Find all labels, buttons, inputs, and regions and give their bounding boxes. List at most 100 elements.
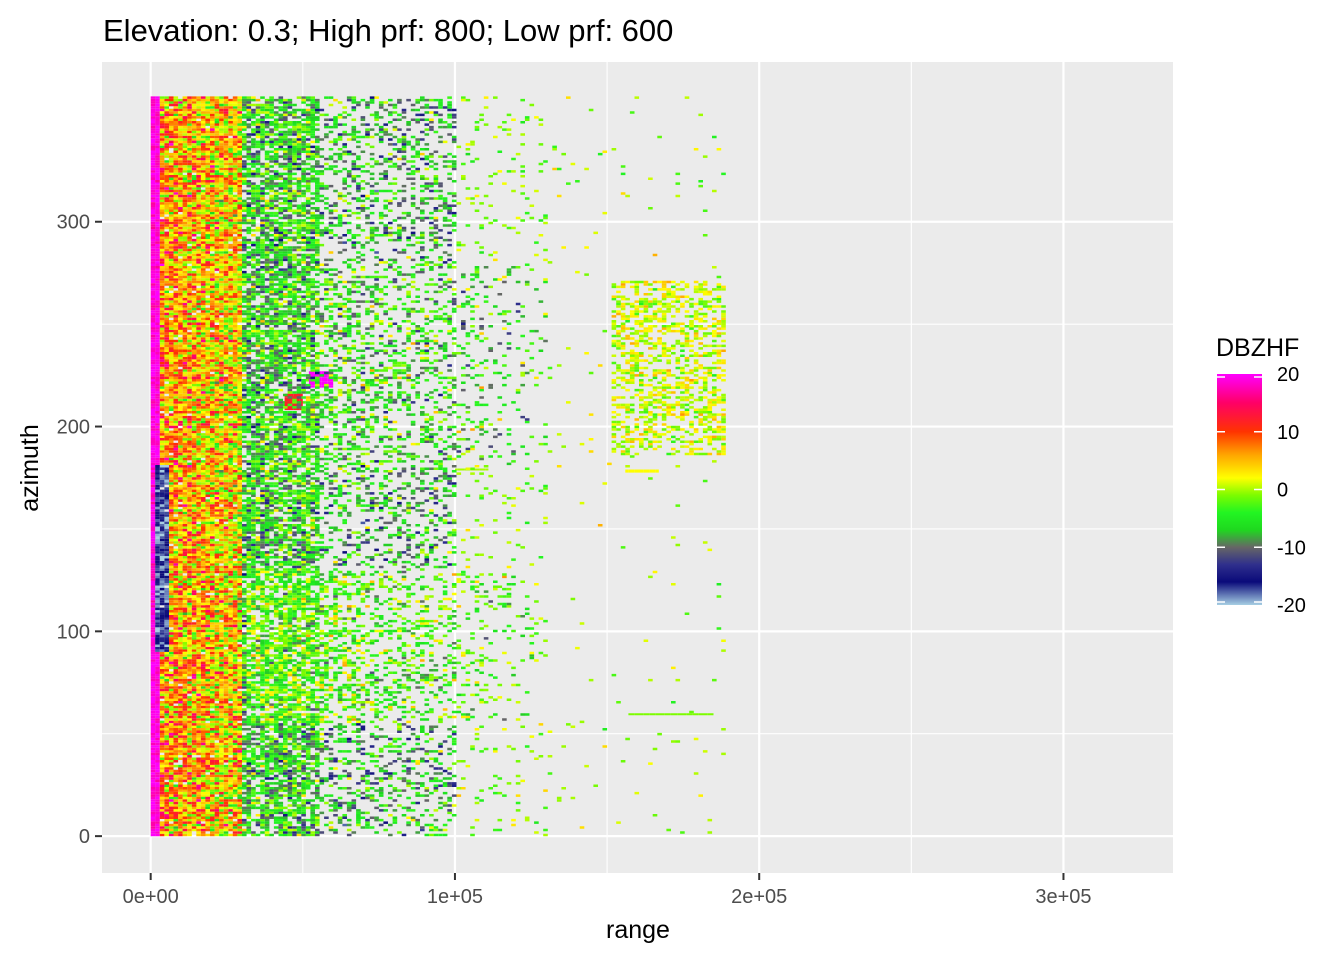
y-tick-label: 0	[79, 826, 90, 848]
heatmap-cell-group	[433, 342, 439, 345]
heatmap-cell-group	[260, 642, 265, 645]
heatmap-cell-group	[164, 472, 169, 475]
heatmap-cell-group	[191, 285, 197, 289]
heatmap-cell-group	[182, 108, 539, 837]
heatmap-cell-group	[273, 516, 279, 520]
heatmap-cell-group	[205, 226, 210, 230]
heatmap-cell-group	[356, 165, 361, 168]
legend-tick-label: -20	[1277, 595, 1306, 617]
heatmap-cell-group	[246, 774, 252, 778]
heatmap-cell-group	[223, 526, 229, 529]
heatmap-cell-group	[173, 148, 640, 780]
x-tick-label: 0e+00	[123, 886, 179, 908]
heatmap-cell-group	[155, 615, 160, 618]
heatmap-cell-group	[164, 514, 169, 534]
heatmap-cell-group	[164, 578, 169, 581]
heatmap-cell-group	[210, 536, 215, 539]
heatmap-cell-group	[164, 528, 169, 532]
heatmap-cell-group	[210, 180, 215, 183]
heatmap-cell-group	[164, 619, 169, 623]
heatmap-cell-group	[242, 573, 247, 576]
heatmap-cell-group	[210, 762, 215, 765]
heatmap-cell-group	[273, 325, 279, 328]
heatmap-cell-group	[210, 278, 215, 281]
heatmap-cell-group	[260, 634, 265, 638]
heatmap-cell-group	[155, 474, 160, 478]
heatmap-cell-group	[159, 551, 165, 554]
heatmap-cell-group	[164, 121, 703, 810]
heatmap-cell-group	[374, 189, 379, 193]
heatmap-cell-group	[182, 98, 224, 112]
heatmap-cell-group	[178, 231, 183, 235]
heatmap-cell-group	[159, 597, 165, 601]
legend: DBZHF 20 10 0 -10 -20	[1216, 334, 1306, 617]
heatmap-cell-group	[310, 622, 315, 625]
legend-tick-label: -10	[1277, 537, 1306, 559]
heatmap-cell-group	[196, 398, 201, 402]
heatmap-cell-group	[164, 607, 169, 611]
heatmap-cell-group	[150, 275, 160, 731]
heatmap-cell-group	[164, 118, 726, 829]
heatmap-cell-group	[159, 531, 165, 534]
heatmap-cell-group	[159, 649, 165, 652]
heatmap-cell-group	[164, 506, 169, 510]
heatmap-cell-group	[150, 826, 156, 829]
heatmap-cell-group	[150, 128, 160, 424]
heatmap-cell-group	[159, 474, 165, 478]
x-tick-label: 1e+05	[427, 886, 483, 908]
heatmap-cell-group	[155, 649, 160, 652]
heatmap-cell-group	[155, 597, 160, 601]
heatmap-cell-group	[182, 116, 188, 119]
heatmap-cell-group	[159, 504, 169, 527]
heatmap-cell-group	[164, 624, 169, 628]
heatmap-cell-group	[187, 96, 676, 837]
heatmap-cell-group	[150, 563, 156, 566]
heatmap-cell-group	[159, 634, 165, 638]
heatmap-cell-group	[164, 592, 169, 596]
heatmap-cell-group	[159, 590, 165, 593]
legend-title: DBZHF	[1216, 334, 1299, 362]
heatmap-cell-group	[155, 612, 160, 615]
heatmap-cell-group	[155, 484, 165, 606]
x-tick-label: 2e+05	[731, 886, 787, 908]
heatmap-cell-group	[155, 587, 160, 591]
heatmap-cell-group	[164, 504, 169, 507]
heatmap-cell-group	[159, 595, 165, 598]
heatmap-cell-group	[205, 610, 210, 613]
heatmap-cell-group	[155, 624, 160, 628]
heatmap-cell-group	[159, 627, 165, 630]
heatmap-cell-group	[159, 415, 165, 419]
heatmap-cell-group	[159, 524, 165, 527]
heatmap-cell-group	[255, 799, 261, 802]
heatmap-cell-group	[200, 339, 206, 343]
heatmap-cell-group	[159, 563, 165, 579]
heatmap-cell-group	[155, 497, 160, 500]
heatmap-cell-group	[447, 521, 452, 525]
heatmap-cell-group	[191, 234, 197, 237]
axis-ticks: 0e+00 1e+05 2e+05 3e+05 0 100 200 300	[57, 212, 1092, 908]
heatmap-cell-group	[150, 187, 160, 834]
heatmap-cell-group	[155, 575, 165, 586]
heatmap-cell-group	[159, 546, 165, 549]
legend-tick-label: 10	[1277, 422, 1299, 444]
heatmap-cell-group	[232, 135, 238, 139]
heatmap-cell-group	[378, 334, 384, 338]
heatmap-cell-group	[159, 565, 165, 569]
heatmap-cell-group	[159, 492, 165, 495]
heatmap-cell-group	[155, 632, 160, 635]
heatmap-cell-group	[315, 708, 320, 711]
heatmap-cell-group	[155, 465, 169, 647]
heatmap-cell-group	[155, 489, 160, 493]
heatmap-cell-group	[159, 610, 165, 613]
heatmap-cell-group	[173, 116, 206, 773]
heatmap-cell-group	[155, 241, 160, 244]
heatmap-cell-group	[232, 678, 238, 692]
heatmap-cell-group	[159, 742, 165, 746]
heatmap-cell-group	[178, 423, 183, 426]
heatmap-cell-group	[150, 177, 160, 756]
heatmap-cell-group	[168, 111, 252, 694]
heatmap-cell-group	[164, 501, 169, 505]
heatmap-cell-group	[246, 130, 379, 643]
heatmap-cell-group	[164, 573, 169, 576]
heatmap-cell-group	[155, 585, 160, 588]
